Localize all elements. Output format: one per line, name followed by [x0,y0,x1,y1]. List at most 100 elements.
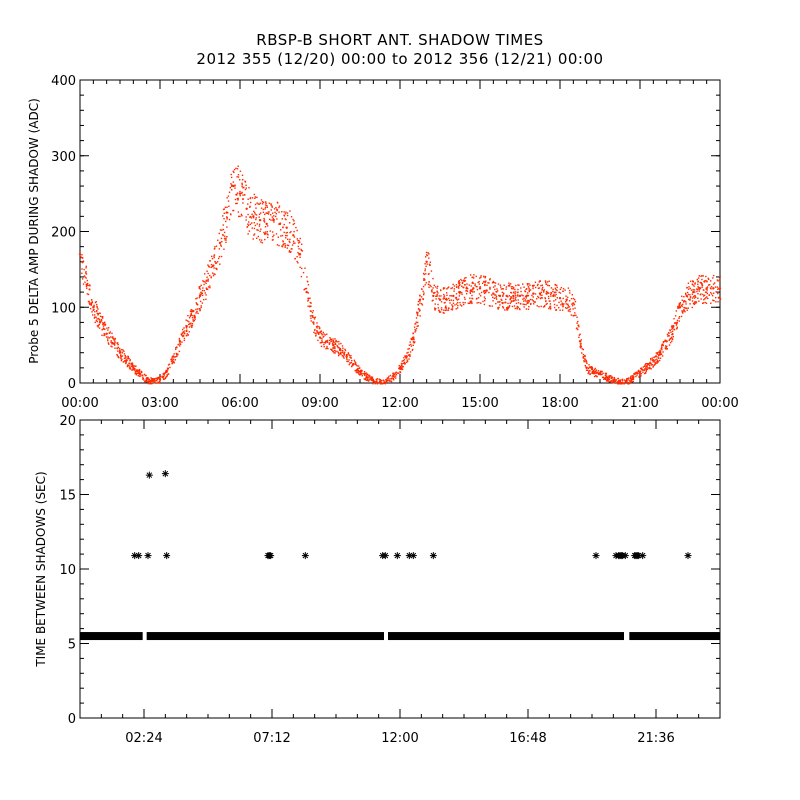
amp-dot [560,300,562,302]
gap-point [393,552,401,560]
amp-dot [87,300,90,303]
amp-dot [438,309,440,312]
amp-dot [384,383,387,385]
amp-dot [639,372,641,375]
amp-dot [573,314,576,317]
amp-dot [364,372,366,375]
amp-dot [400,367,402,369]
amp-dot [285,237,287,239]
amp-dot [226,206,228,209]
amp-dot [452,283,454,286]
amp-dot [319,331,321,333]
amp-dot [600,371,602,374]
amp-dot [693,285,695,287]
amp-dot [315,334,317,336]
amp-dot [593,375,596,378]
amp-dot [630,380,633,383]
amp-dot [445,305,447,307]
amp-dot [285,232,287,234]
amp-dot [240,192,243,195]
amp-dot [694,282,696,284]
amp-dot [135,374,138,376]
amp-dot [251,222,253,224]
amp-dot [247,213,249,216]
amp-dot [649,367,651,369]
amp-dot [222,215,224,217]
amp-dot [670,336,673,339]
amp-dot [270,219,272,221]
amp-dot [233,168,236,171]
amp-dot [340,342,342,345]
amp-dot [270,209,272,211]
amp-dot [623,382,625,384]
amp-dot [104,324,106,327]
amp-point [158,378,162,381]
amp-dot [265,202,267,205]
amp-dot [371,378,374,380]
amp-dot [148,380,151,383]
amp-dot [89,285,91,287]
amp-dot [661,343,664,345]
amp-dot [336,341,338,343]
amp-dot [266,233,269,235]
amp-dot [591,372,594,374]
x-tick-label: 15:00 [461,396,498,411]
amp-dot [545,300,547,302]
amp-dot [253,211,256,214]
amp-dot [314,332,316,335]
amp-dot [496,290,499,292]
amp-dot [271,206,273,208]
amp-dot [229,213,232,215]
amp-point [272,218,275,222]
amp-dot [413,326,416,328]
amp-dot [705,302,708,304]
amp-dot [442,287,445,289]
amp-dot [282,226,284,229]
amp-dot [494,285,496,287]
amp-dot [125,356,127,358]
amp-dot [337,346,339,349]
amp-dot [103,333,105,335]
amp-dot [681,295,683,297]
amp-dot [445,297,448,300]
amp-dot [417,300,420,303]
amp-dot [316,325,319,327]
amp-dot [620,381,622,384]
amp-dot [656,358,658,360]
amp-dot [416,325,418,328]
amp-dot [268,218,271,221]
amp-dot [436,291,438,293]
amp-dot [191,322,194,325]
amp-dot [600,373,602,376]
amp-dot [448,297,450,300]
amp-dot [480,291,483,294]
amp-dot [569,292,571,294]
amp-dot [83,275,86,277]
amp-dot [507,285,510,287]
amp-dot [333,341,335,343]
amp-dot [328,339,331,342]
amp-dot [377,378,379,380]
amp-dot [445,307,448,309]
amp-dot [640,367,643,369]
gap-point [131,552,139,560]
amp-dot [459,292,461,295]
amp-dot [649,361,651,363]
amp-dot [107,329,109,331]
amp-dot [310,310,312,313]
amp-dot [447,286,450,288]
amp-dot [444,301,446,304]
amp-dot [577,324,579,327]
amp-dot [356,365,358,367]
amp-dot [582,353,585,356]
amp-dot [429,264,431,266]
amp-dot [470,301,472,304]
amp-dot [480,276,482,279]
amp-dot [182,334,185,337]
amp-dot [291,244,294,246]
amp-dot [286,247,289,249]
amp-dot [257,203,259,205]
amp-dot [561,309,564,311]
amp-dot [523,306,525,308]
amp-dot [197,312,199,315]
